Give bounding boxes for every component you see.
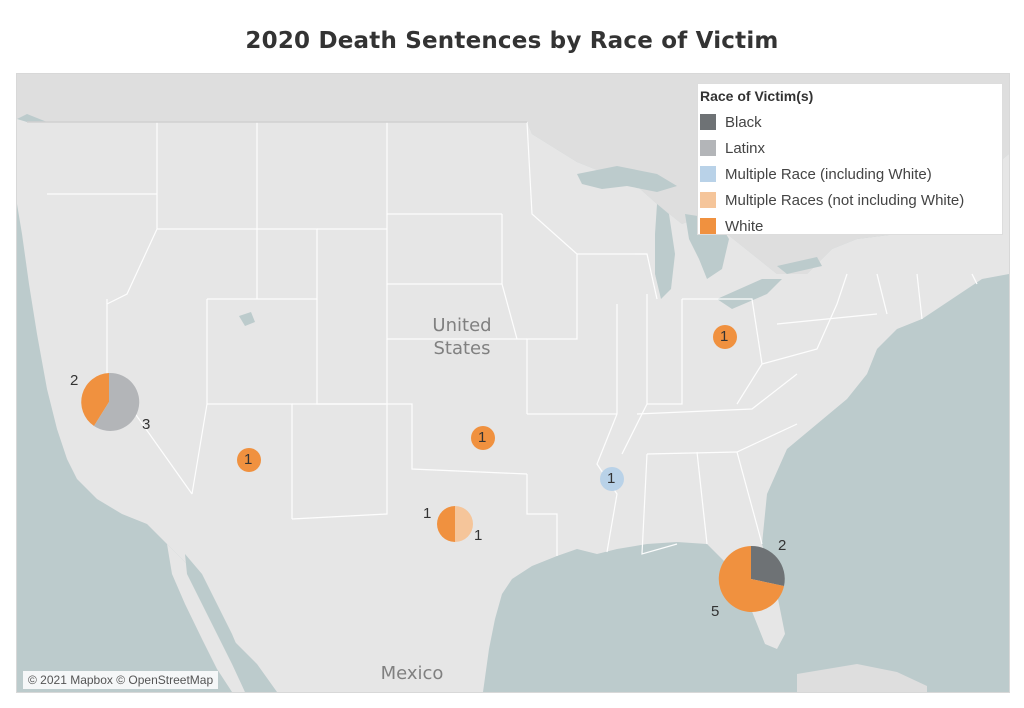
fl-slice-black — [751, 545, 785, 586]
legend-swatch-multiple-not-white — [700, 192, 716, 208]
marker-california[interactable] — [81, 372, 140, 431]
tx-label-multiple-not-white: 1 — [474, 527, 483, 544]
legend-label-multiple-not-white: Multiple Races (not including White) — [725, 191, 965, 209]
ok-slice-white — [471, 426, 495, 450]
legend-swatch-black — [700, 114, 716, 130]
fl-label-white: 5 — [711, 603, 720, 620]
us-label-line2: States — [433, 338, 491, 359]
legend-item-black[interactable]: Black — [700, 109, 1002, 135]
us-country-label: United States — [412, 314, 512, 360]
ca-slice-latinx — [94, 372, 140, 431]
legend-label-latinx: Latinx — [725, 139, 766, 157]
marker-texas[interactable] — [437, 506, 473, 542]
chart-title: 2020 Death Sentences by Race of Victim — [245, 28, 779, 54]
oh-label-white: 1 — [720, 328, 729, 345]
pie-markers-layer — [81, 325, 785, 612]
legend: Race of Victim(s) Black Latinx Multiple … — [697, 83, 1003, 235]
ca-slice-white — [81, 373, 109, 426]
legend-label-multiple-including-white: Multiple Race (including White) — [725, 165, 932, 183]
great-salt-lake — [239, 312, 255, 326]
gulf-of-california — [185, 554, 257, 692]
cuba-land — [797, 664, 927, 692]
legend-item-latinx[interactable]: Latinx — [700, 135, 1002, 161]
lake-superior — [577, 166, 677, 192]
mexico-country-label: Mexico — [380, 663, 444, 684]
ms-slice-multiple-including-white — [600, 467, 624, 491]
marker-oklahoma[interactable] — [471, 426, 495, 450]
baja-land — [167, 544, 245, 692]
az-slice-white — [237, 448, 261, 472]
lake-erie — [717, 279, 782, 309]
tx-label-white: 1 — [423, 505, 432, 522]
legend-item-white[interactable]: White — [700, 213, 1002, 239]
ca-label-white: 2 — [70, 372, 79, 389]
lake-michigan — [655, 204, 675, 299]
ca-label-latinx: 3 — [142, 416, 151, 433]
legend-swatch-white — [700, 218, 716, 234]
tx-slice-multiple-not-white — [455, 506, 473, 542]
tx-slice-white — [437, 506, 455, 542]
us-label-line1: United — [432, 315, 492, 336]
legend-label-white: White — [725, 217, 764, 235]
marker-ohio[interactable] — [713, 325, 737, 349]
legend-swatch-multiple-including-white — [700, 166, 716, 182]
ms-label-multiple-including-white: 1 — [607, 470, 616, 487]
state-borders — [47, 121, 978, 556]
marker-mississippi[interactable] — [600, 467, 624, 491]
legend-swatch-latinx — [700, 140, 716, 156]
lake-ontario — [777, 257, 822, 274]
legend-label-black: Black — [725, 113, 762, 131]
marker-florida[interactable] — [718, 545, 785, 612]
az-label-white: 1 — [244, 451, 253, 468]
legend-item-multiple-including-white[interactable]: Multiple Race (including White) — [700, 161, 1002, 187]
legend-title: Race of Victim(s) — [700, 88, 814, 104]
marker-arizona[interactable] — [237, 448, 261, 472]
ok-label-white: 1 — [478, 429, 487, 446]
legend-item-multiple-not-white[interactable]: Multiple Races (not including White) — [700, 187, 1002, 213]
map-attribution[interactable]: © 2021 Mapbox © OpenStreetMap — [23, 671, 219, 689]
fl-label-black: 2 — [778, 537, 787, 554]
fl-slice-white — [718, 546, 784, 612]
oh-slice-white — [713, 325, 737, 349]
